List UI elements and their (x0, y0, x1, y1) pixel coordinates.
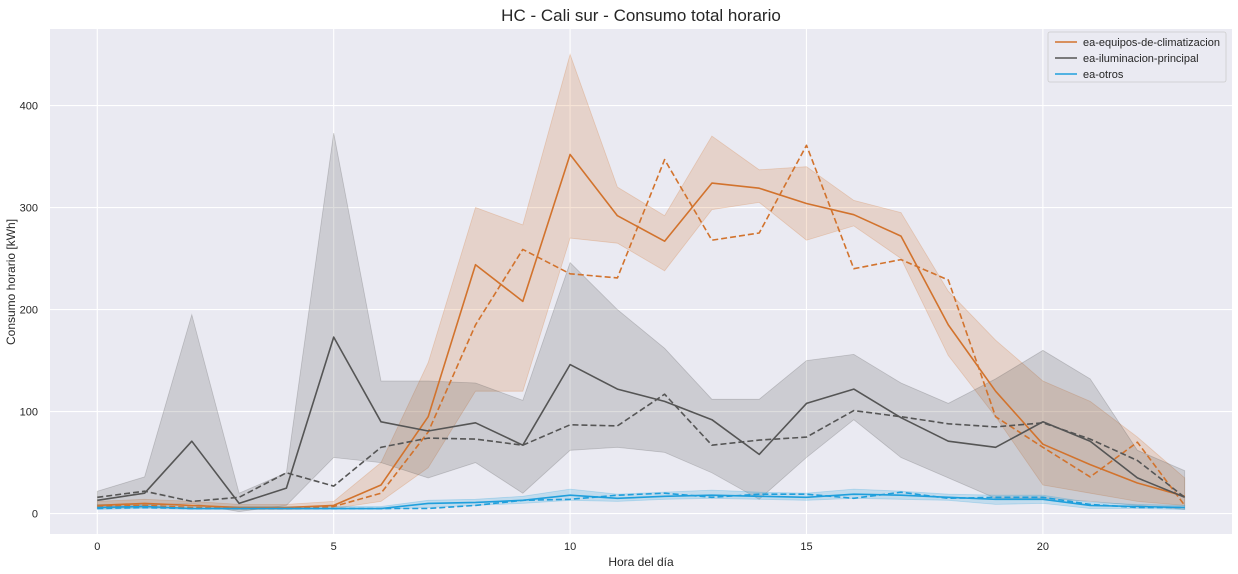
legend: ea-equipos-de-climatizacion ea-iluminacio… (1047, 31, 1227, 83)
series-dashed-line-1 (97, 393, 1186, 503)
x-tick-label: 0 (94, 541, 100, 553)
legend-box (1047, 31, 1227, 83)
x-tick-label: 15 (800, 541, 812, 553)
confidence-band-1 (96, 133, 1186, 513)
legend-label: ea-otros (1083, 69, 1124, 81)
confidence-bands (96, 53, 1186, 513)
legend-label: ea-iluminacion-principal (1083, 53, 1199, 65)
y-axis-ticks: 0 100 200 300 400 (20, 101, 38, 521)
x-axis-ticks: 0 5 10 15 20 (94, 541, 1049, 553)
y-axis-label: Consumo horario [kWh] (4, 219, 18, 345)
x-axis-label: Hora del día (608, 555, 674, 569)
series-lines (97, 144, 1186, 510)
y-tick-label: 0 (32, 509, 38, 521)
y-tick-label: 300 (20, 203, 38, 215)
confidence-band-2 (96, 488, 1186, 510)
series-line-0 (97, 153, 1185, 509)
y-tick-label: 100 (20, 407, 38, 419)
x-tick-label: 20 (1037, 541, 1049, 553)
x-tick-label: 10 (564, 541, 576, 553)
legend-label: ea-equipos-de-climatizacion (1083, 37, 1220, 49)
plot-area (50, 29, 1232, 534)
series-line-1 (97, 336, 1186, 505)
x-tick-label: 5 (331, 541, 337, 553)
confidence-band-0 (96, 53, 1186, 510)
y-tick-label: 400 (20, 101, 38, 113)
chart-title: HC - Cali sur - Consumo total horario (501, 6, 781, 25)
grid-lines (50, 29, 1232, 534)
series-dashed-line-2 (97, 491, 1185, 510)
y-tick-label: 200 (20, 305, 38, 317)
